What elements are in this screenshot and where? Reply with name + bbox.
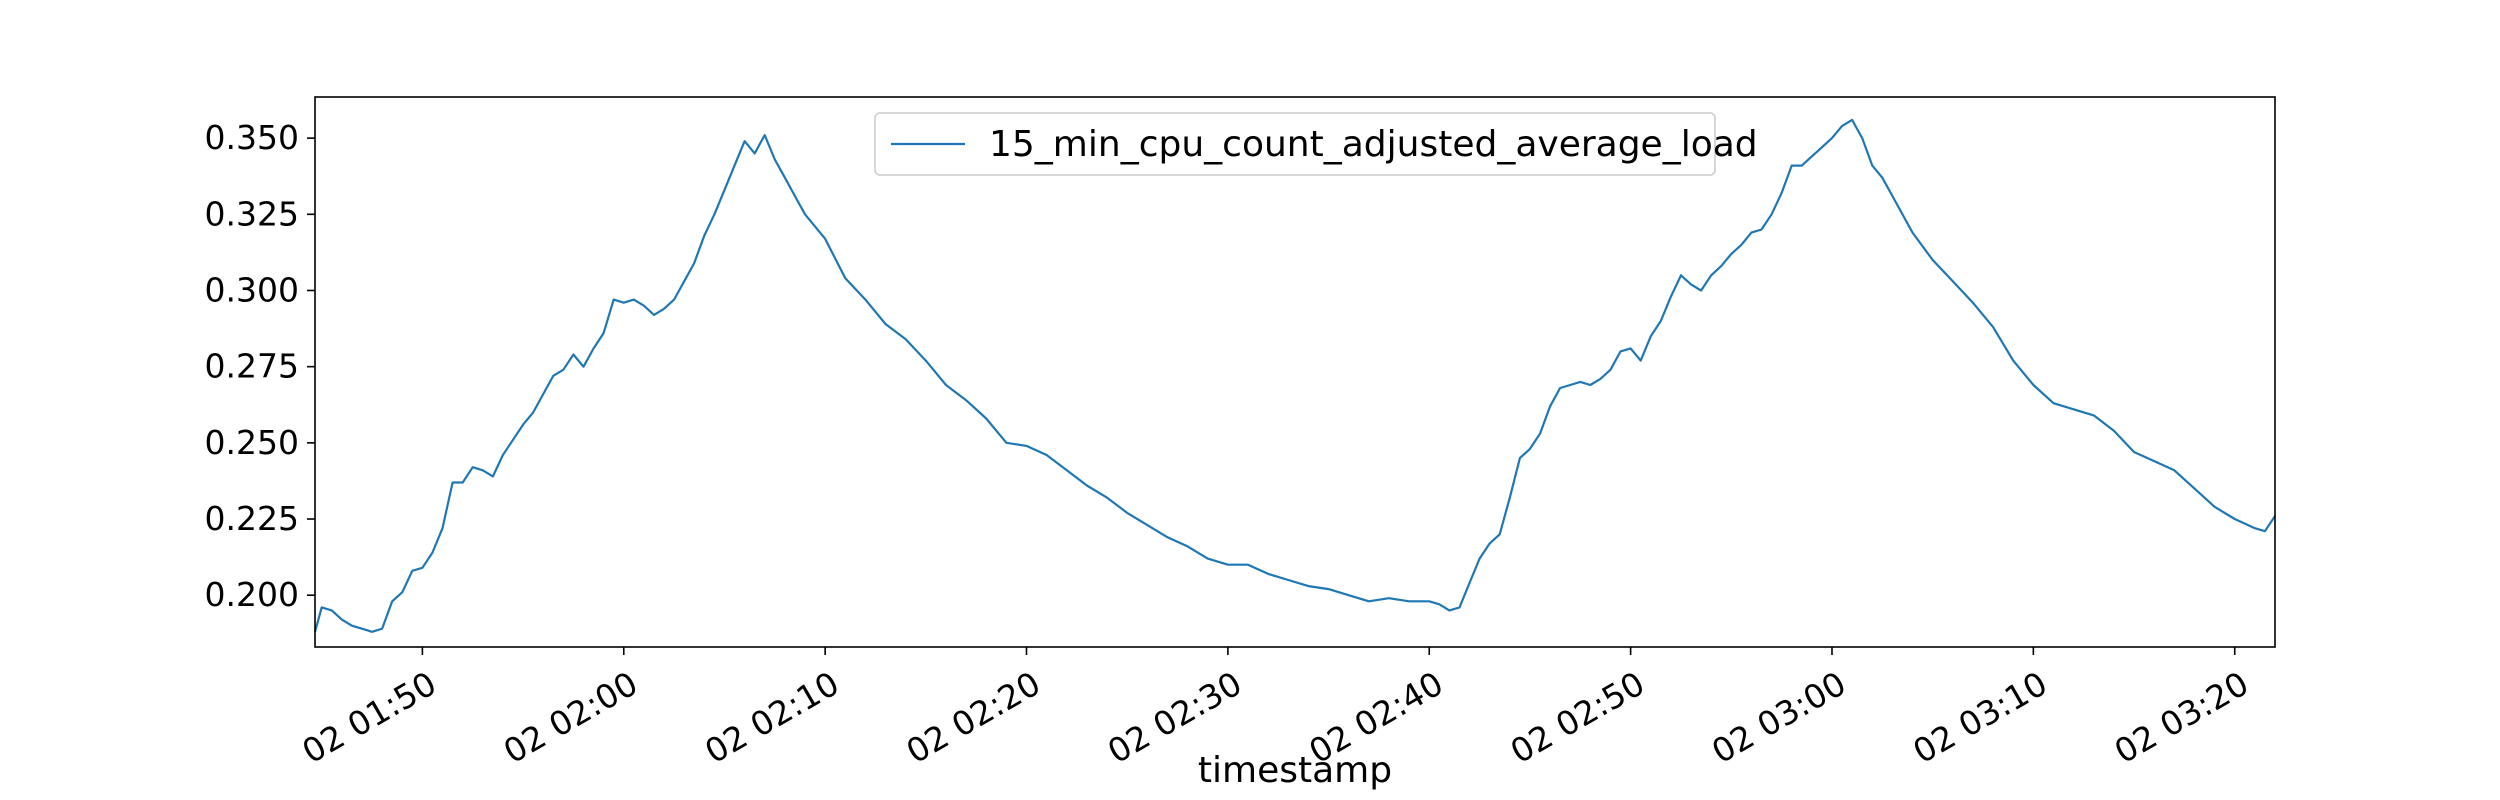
y-axis-ticks: 0.200 0.225 0.250 0.275 0.300 0.325 0.350	[205, 118, 315, 614]
legend: 15_min_cpu_count_adjusted_average_load	[874, 112, 1758, 176]
legend-box	[874, 112, 1716, 176]
y-tick-label: 0.300	[205, 270, 299, 309]
y-tick-label: 0.350	[205, 118, 299, 157]
legend-label: 15_min_cpu_count_adjusted_average_load	[989, 124, 1758, 165]
y-tick-label: 0.275	[205, 347, 299, 386]
y-tick-label: 0.325	[205, 194, 299, 233]
plot-frame	[314, 96, 2276, 648]
y-tick-label: 0.225	[205, 499, 299, 538]
y-tick-label: 0.200	[205, 575, 299, 614]
x-axis-label: timestamp	[1198, 750, 1392, 791]
y-tick-label: 0.250	[205, 423, 299, 462]
plot-area	[315, 97, 2275, 647]
series-line-15-min-cpu-load	[313, 118, 2276, 633]
